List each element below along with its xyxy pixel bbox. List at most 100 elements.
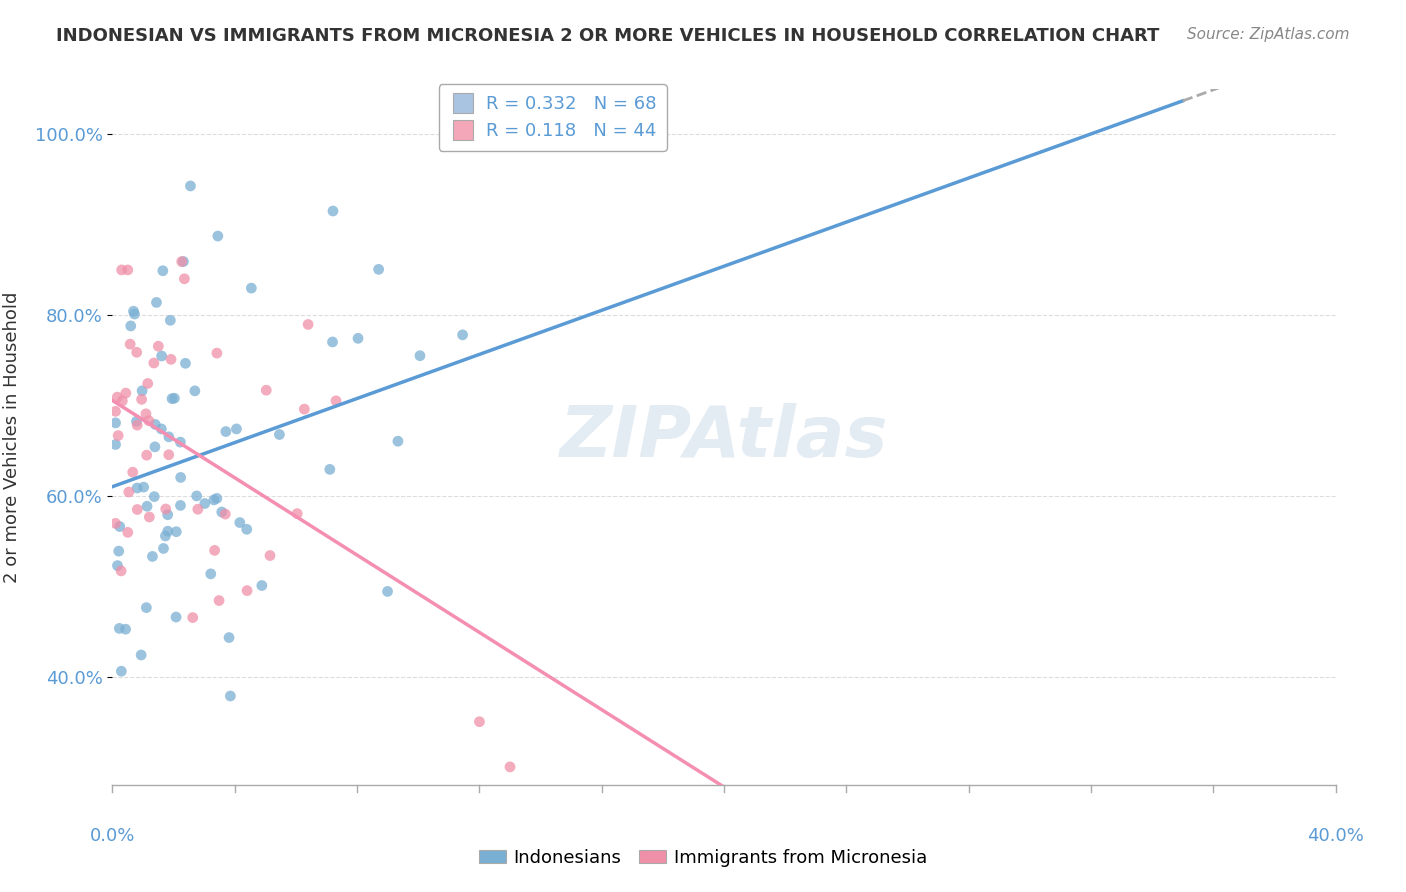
Point [240, 281, 263, 295]
Point [165, 524, 187, 539]
Point [409, 349, 432, 363]
Point [181, 610, 204, 624]
Text: Source: ZipAtlas.com: Source: ZipAtlas.com [1187, 27, 1350, 42]
Point [157, 448, 180, 462]
Point [205, 491, 228, 506]
Point [156, 524, 179, 539]
Point [135, 448, 157, 462]
Point [105, 390, 128, 404]
Point [135, 407, 157, 421]
Point [170, 254, 193, 268]
Point [117, 263, 139, 277]
Point [143, 490, 166, 504]
Point [135, 600, 157, 615]
Point [125, 414, 148, 428]
Point [321, 334, 343, 349]
Point [215, 425, 238, 439]
Point [250, 578, 273, 592]
Point [325, 393, 347, 408]
Point [297, 318, 319, 332]
Point [121, 465, 143, 479]
Point [236, 583, 259, 598]
Point [132, 480, 155, 494]
Point [104, 516, 127, 531]
Point [367, 262, 389, 277]
Point [202, 492, 225, 507]
Point [125, 481, 148, 495]
Point [172, 254, 194, 268]
Point [194, 497, 217, 511]
Point [150, 349, 173, 363]
Point [104, 404, 127, 418]
Point [173, 272, 195, 286]
Point [163, 391, 186, 405]
Point [107, 428, 129, 442]
Point [108, 621, 131, 635]
Point [214, 507, 236, 521]
Text: INDONESIAN VS IMMIGRANTS FROM MICRONESIA 2 OR MORE VEHICLES IN HOUSEHOLD CORRELA: INDONESIAN VS IMMIGRANTS FROM MICRONESIA… [56, 27, 1160, 45]
Point [269, 427, 291, 442]
Point [236, 522, 259, 536]
Point [120, 337, 142, 351]
Point [254, 383, 277, 397]
Point [347, 331, 370, 345]
Point [118, 485, 141, 500]
Point [141, 549, 163, 564]
Point [114, 622, 136, 636]
Point [120, 318, 142, 333]
Text: 40.0%: 40.0% [1308, 827, 1364, 845]
Point [104, 437, 127, 451]
Point [117, 525, 139, 540]
Point [110, 564, 132, 578]
Point [131, 392, 153, 407]
Point [155, 502, 177, 516]
Point [468, 714, 491, 729]
Point [157, 430, 180, 444]
Y-axis label: 2 or more Vehicles in Household: 2 or more Vehicles in Household [3, 292, 21, 582]
Point [111, 263, 134, 277]
Point [104, 416, 127, 430]
Point [292, 402, 315, 417]
Point [259, 549, 281, 563]
Point [200, 566, 222, 581]
Point [156, 508, 179, 522]
Point [111, 393, 134, 408]
Point [136, 500, 159, 514]
Point [451, 327, 474, 342]
Point [207, 229, 229, 244]
Point [179, 178, 201, 193]
Point [127, 502, 149, 516]
Point [205, 346, 228, 360]
Point [125, 345, 148, 359]
Point [229, 516, 252, 530]
Point [169, 470, 191, 484]
Point [211, 505, 233, 519]
Point [142, 356, 165, 370]
Point [124, 307, 146, 321]
Point [225, 422, 247, 436]
Point [143, 440, 166, 454]
Point [174, 356, 197, 370]
Point [165, 610, 187, 624]
Point [127, 418, 149, 433]
Point [322, 204, 344, 219]
Point [150, 422, 173, 436]
Point [107, 544, 129, 558]
Point [155, 529, 177, 543]
Point [285, 507, 308, 521]
Point [187, 502, 209, 516]
Point [138, 510, 160, 524]
Point [377, 584, 399, 599]
Point [160, 352, 183, 367]
Point [219, 689, 242, 703]
Point [145, 295, 167, 310]
Legend: R = 0.332   N = 68, R = 0.118   N = 44: R = 0.332 N = 68, R = 0.118 N = 44 [439, 85, 666, 151]
Point [387, 434, 409, 449]
Point [218, 631, 240, 645]
Point [136, 376, 159, 391]
Point [110, 664, 132, 678]
Text: 0.0%: 0.0% [90, 827, 135, 845]
Point [499, 760, 522, 774]
Point [159, 313, 181, 327]
Point [143, 417, 166, 432]
